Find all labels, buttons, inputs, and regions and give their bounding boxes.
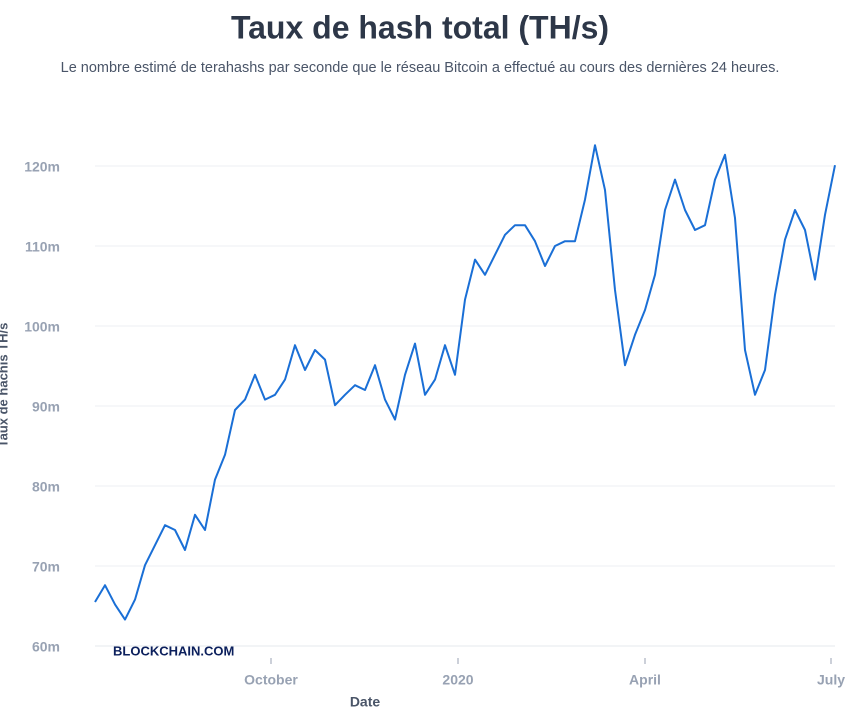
x-tick-label: April	[629, 672, 661, 688]
x-axis-title: Date	[350, 694, 381, 710]
data-line	[94, 144, 836, 621]
chart-subtitle: Le nombre estimé de terahashs par second…	[61, 60, 780, 76]
y-axis-title: Taux de hachis TH/s	[0, 323, 10, 448]
y-tick-label: 70m	[32, 559, 60, 575]
y-tick-label: 80m	[32, 479, 60, 495]
x-tick-label: October	[244, 672, 298, 688]
watermark: BLOCKCHAIN.COM	[113, 643, 234, 658]
y-tick-label: 120m	[24, 159, 60, 175]
y-tick-label: 100m	[24, 319, 60, 335]
x-tick-label: July	[817, 672, 845, 688]
y-tick-label: 110m	[25, 239, 60, 255]
y-tick-label: 60m	[32, 639, 60, 655]
y-tick-label: 90m	[32, 399, 60, 415]
x-tick-label: 2020	[442, 672, 473, 688]
chart-title: Taux de hash total (TH/s)	[231, 9, 609, 45]
